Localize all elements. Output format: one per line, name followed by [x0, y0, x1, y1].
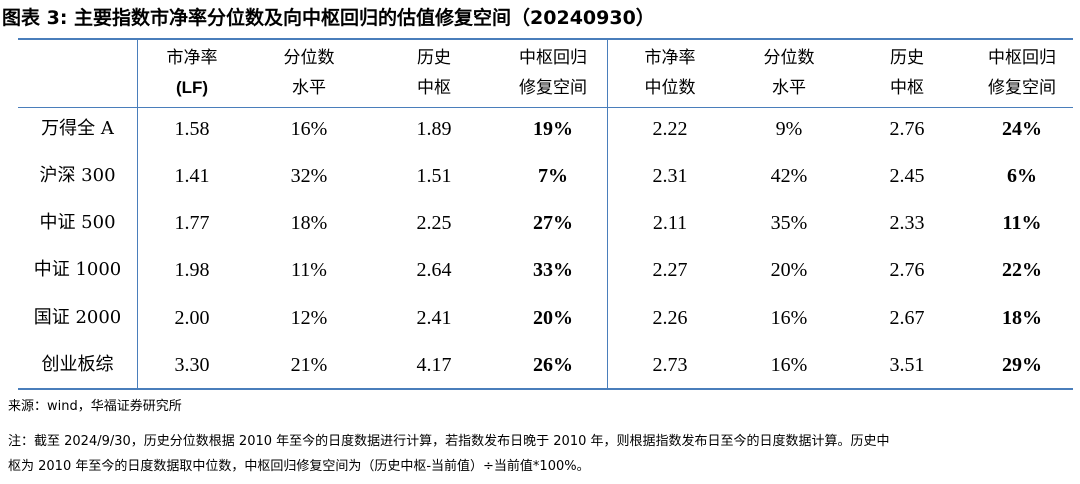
header-divider	[18, 107, 1073, 108]
table-cell: 2.41	[416, 307, 452, 329]
table-cell: 2.73	[652, 354, 688, 376]
table-cell: 24%	[1002, 118, 1042, 140]
row-label: 中证 1000	[33, 259, 122, 280]
column-header-line-1: 市净率	[644, 48, 696, 68]
table-cell: 2.22	[652, 118, 688, 140]
table-cell: 1.77	[174, 212, 210, 234]
table-cell: 11%	[1002, 212, 1042, 234]
table-cell: 2.31	[652, 165, 688, 187]
column-header-line-2: 中枢	[417, 78, 451, 98]
column-header-line-2: 水平	[292, 78, 326, 98]
table-cell: 1.89	[416, 118, 452, 140]
row-label: 中证 500	[39, 212, 116, 233]
source-note: 来源：wind，华福证券研究所	[8, 399, 182, 414]
row-label: 国证 2000	[33, 307, 122, 328]
table-cell: 12%	[290, 307, 328, 329]
table-cell: 33%	[533, 259, 573, 281]
table-cell: 22%	[1002, 259, 1042, 281]
table-cell: 42%	[770, 165, 808, 187]
column-header-line-1: 市净率	[166, 48, 218, 68]
table-cell: 29%	[1002, 354, 1042, 376]
table-cell: 11%	[291, 259, 327, 281]
footnote-line-1: 注：截至 2024/9/30，历史分位数根据 2010 年至今的日度数据进行计算…	[8, 434, 890, 449]
column-header-line-1: 历史	[890, 48, 924, 68]
table-cell: 19%	[533, 118, 573, 140]
table-cell: 3.30	[174, 354, 210, 376]
table-cell: 1.58	[174, 118, 210, 140]
table-cell: 6%	[1007, 165, 1037, 187]
table-cell: 2.26	[652, 307, 688, 329]
footnote-line-2: 枢为 2010 年至今的日度数据取中位数，中枢回归修复空间为（历史中枢-当前值）…	[8, 459, 590, 474]
table-cell: 16%	[770, 307, 808, 329]
table-cell: 18%	[1002, 307, 1042, 329]
row-label: 沪深 300	[39, 165, 116, 186]
column-header-line-1: 中枢回归	[988, 48, 1056, 68]
table-cell: 27%	[533, 212, 573, 234]
table-cell: 2.25	[416, 212, 452, 234]
group-divider	[607, 39, 608, 388]
row-label: 万得全 A	[41, 118, 114, 139]
table-cell: 32%	[290, 165, 328, 187]
table-cell: 2.33	[889, 212, 925, 234]
table-cell: 2.45	[889, 165, 925, 187]
table-cell: 1.51	[416, 165, 452, 187]
table-cell: 2.67	[889, 307, 925, 329]
column-header-line-2: 中枢	[890, 78, 924, 98]
table-cell: 16%	[770, 354, 808, 376]
table-cell: 2.11	[652, 212, 688, 234]
column-header-line-1: 分位数	[763, 48, 815, 68]
table-cell: 35%	[770, 212, 808, 234]
table-bottom-rule	[18, 388, 1073, 390]
table-cell: 4.17	[416, 354, 452, 376]
column-header-line-2: 修复空间	[519, 78, 587, 98]
column-header-line-1: 历史	[417, 48, 451, 68]
table-cell: 2.76	[889, 259, 925, 281]
column-header-line-2: 水平	[772, 78, 806, 98]
table-cell: 1.98	[174, 259, 210, 281]
column-header-line-1: 分位数	[283, 48, 335, 68]
table-cell: 3.51	[889, 354, 925, 376]
table-cell: 2.64	[416, 259, 452, 281]
table-cell: 9%	[775, 118, 803, 140]
table-cell: 2.27	[652, 259, 688, 281]
table-cell: 7%	[538, 165, 568, 187]
table-top-rule	[18, 38, 1073, 40]
table-cell: 1.41	[174, 165, 210, 187]
row-label-divider	[137, 39, 138, 388]
table-cell: 20%	[770, 259, 808, 281]
column-header-line-2: 中位数	[644, 78, 696, 98]
row-label: 创业板综	[41, 354, 114, 375]
figure-title: 图表 3: 主要指数市净率分位数及向中枢回归的估值修复空间（20240930）	[2, 7, 655, 29]
table-cell: 21%	[290, 354, 328, 376]
table-cell: 18%	[290, 212, 328, 234]
column-header-line-2: (LF)	[175, 78, 209, 97]
table-cell: 20%	[533, 307, 573, 329]
table-cell: 2.00	[174, 307, 210, 329]
column-header-line-2: 修复空间	[988, 78, 1056, 98]
column-header-line-1: 中枢回归	[519, 48, 587, 68]
table-cell: 2.76	[889, 118, 925, 140]
table-cell: 26%	[533, 354, 573, 376]
table-cell: 16%	[290, 118, 328, 140]
